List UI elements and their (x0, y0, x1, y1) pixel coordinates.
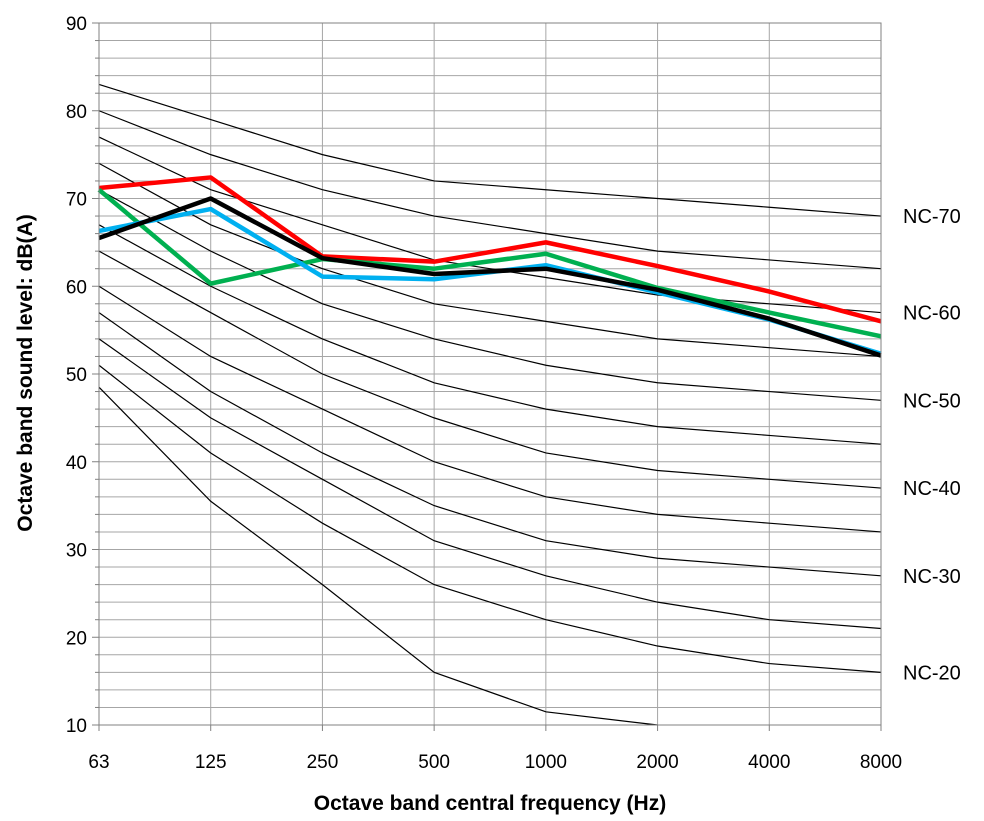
x-tick-label: 125 (195, 752, 227, 773)
nc-curve-nc-60 (98, 136, 882, 314)
nc-labels: NC-70 NC-60 NC-50 NC-40 NC-30 NC-20 (903, 206, 961, 684)
series-line-2 (97, 188, 882, 339)
x-axis-title: Octave band central frequency (Hz) (314, 792, 666, 815)
nc-curve-nc-30 (98, 312, 882, 577)
y-tick-label: 40 (66, 453, 87, 474)
y-tick-label: 30 (66, 541, 87, 562)
nc-label-nc-60: NC-60 (903, 303, 961, 325)
nc-curve-nc-65 (98, 110, 882, 270)
nc-label-nc-20: NC-20 (903, 662, 961, 684)
y-axis-title: Octave band sound level: dB(A) (14, 214, 37, 531)
nc-label-nc-70: NC-70 (903, 206, 961, 228)
x-tick-label: 8000 (860, 752, 902, 773)
grid (92, 22, 882, 731)
x-tick-label: 500 (418, 752, 450, 773)
plot-border (98, 22, 882, 726)
nc-curve-nc-40 (98, 250, 882, 489)
nc-curve-nc-35 (98, 285, 882, 533)
y-tick-label: 20 (66, 628, 87, 649)
x-tick-label: 2000 (636, 752, 678, 773)
y-tick-label: 70 (66, 190, 87, 211)
x-tick-label: 4000 (748, 752, 790, 773)
x-tick-labels: 63 125 250 500 1000 2000 4000 8000 (88, 752, 902, 773)
plot-frame (98, 22, 882, 726)
series-line-4 (98, 196, 882, 358)
y-tick-label: 80 (66, 102, 87, 123)
nc-curve-nc-20 (98, 364, 882, 673)
nc-curve-nc-25 (98, 338, 882, 630)
measured-series (97, 175, 882, 358)
y-tick-label: 10 (66, 716, 87, 737)
y-tick-label: 90 (66, 14, 87, 35)
x-tick-label: 250 (307, 752, 339, 773)
nc-label-nc-40: NC-40 (903, 478, 961, 500)
x-tick-label: 63 (88, 752, 109, 773)
nc-label-nc-50: NC-50 (903, 390, 961, 412)
nc-label-nc-30: NC-30 (903, 566, 961, 588)
y-tick-labels: 10 20 30 40 50 60 70 80 90 (66, 14, 87, 737)
y-tick-label: 50 (66, 365, 87, 386)
nc-curve-nc-50 (98, 189, 882, 401)
nc-curve-nc-70 (98, 83, 882, 217)
nc-curve-nc-15 (98, 386, 658, 726)
x-tick-label: 1000 (525, 752, 567, 773)
nc-curve-nc-55 (98, 162, 882, 358)
nc-curves (98, 83, 882, 726)
y-tick-label: 60 (66, 277, 87, 298)
nc-curve-nc-45 (98, 224, 882, 445)
series-line-1 (98, 175, 882, 324)
